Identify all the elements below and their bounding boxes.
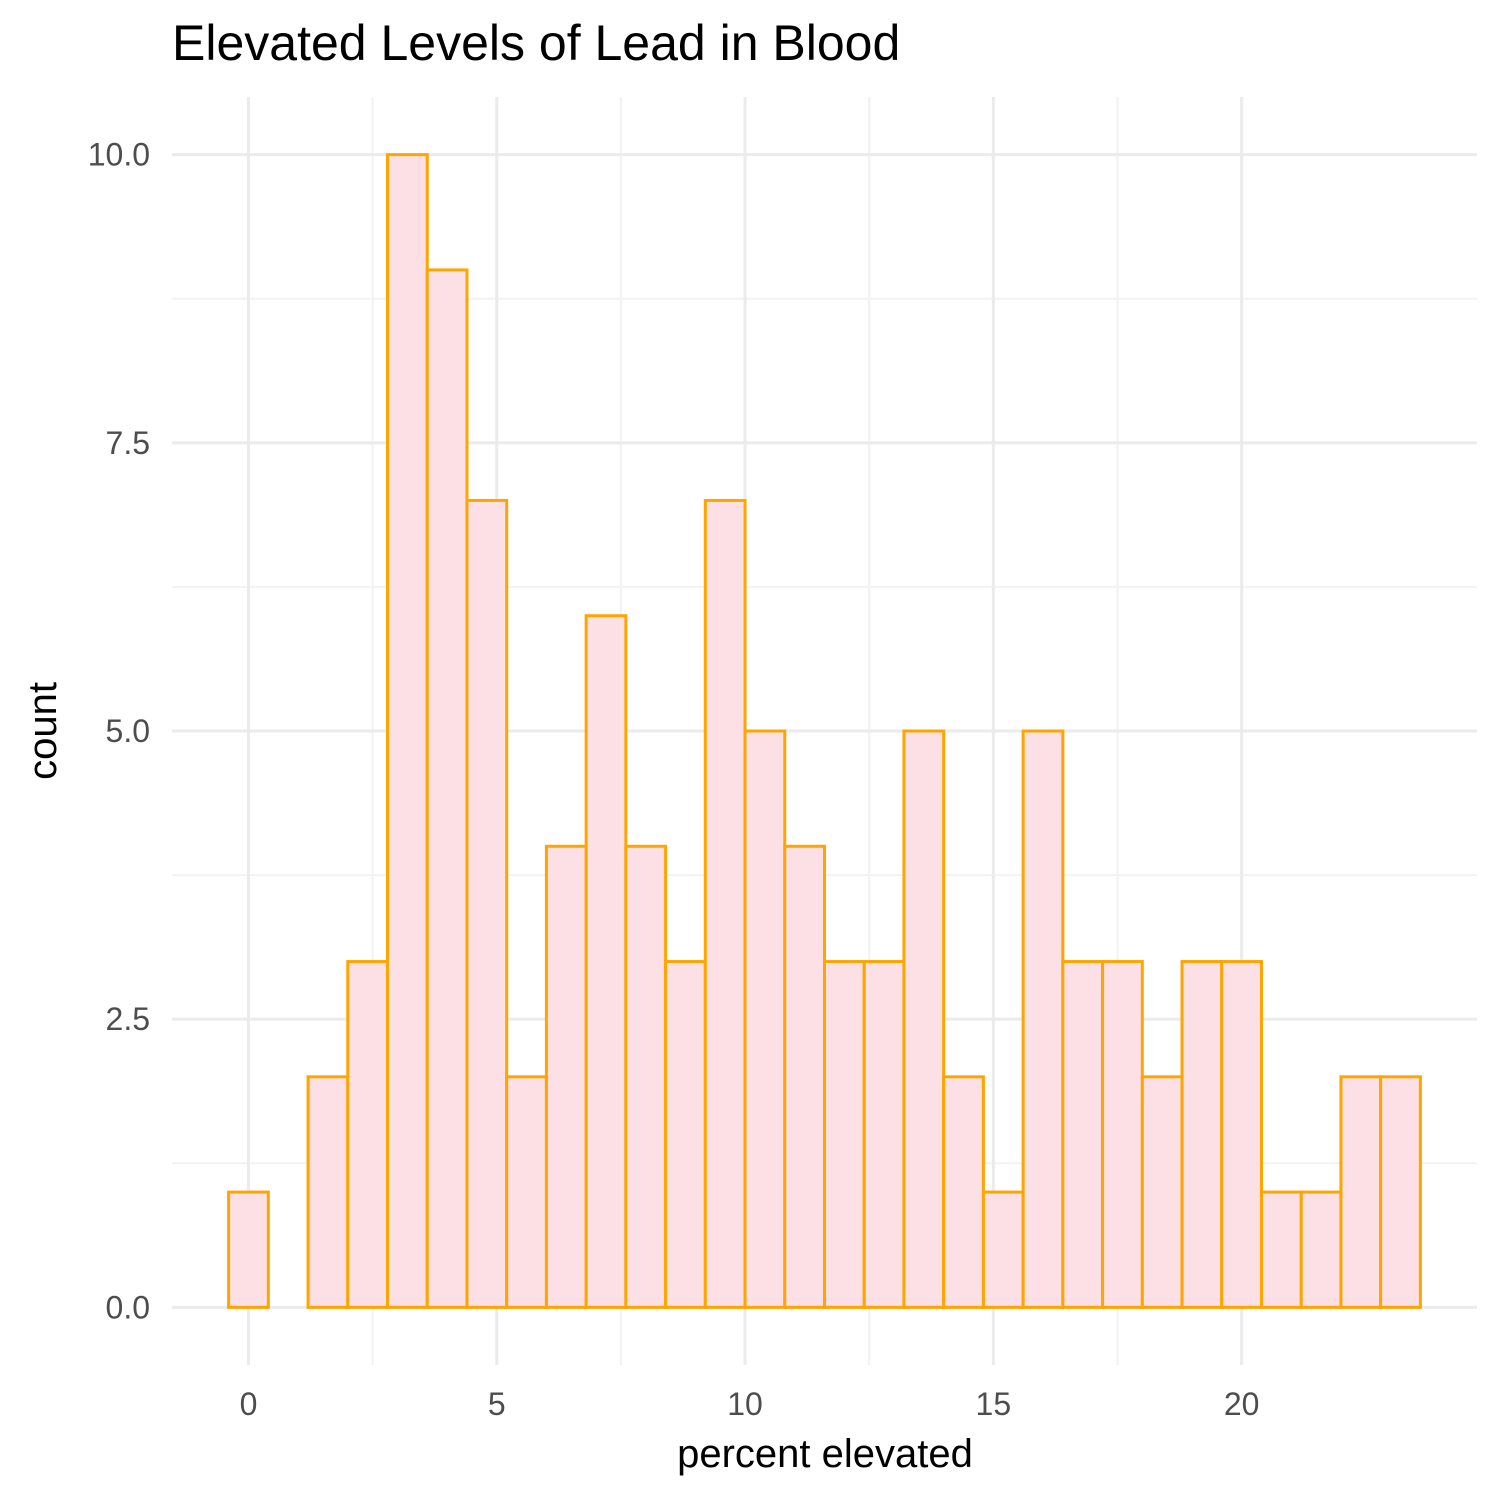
histogram-bar bbox=[544, 844, 588, 1309]
x-tick-label: 10 bbox=[727, 1386, 763, 1422]
histogram-bar bbox=[902, 729, 946, 1309]
x-axis-title: percent elevated bbox=[677, 1432, 973, 1476]
histogram-bar bbox=[942, 1075, 985, 1309]
histogram-bar bbox=[1140, 1075, 1184, 1309]
histogram-bar bbox=[1101, 960, 1144, 1309]
histogram-bar bbox=[664, 960, 707, 1309]
histogram-bar bbox=[862, 960, 906, 1309]
histogram-bar bbox=[1061, 960, 1105, 1309]
histogram-bar bbox=[584, 614, 628, 1309]
histogram-bar bbox=[465, 498, 509, 1309]
histogram-bar bbox=[346, 960, 390, 1309]
y-tick-label: 0.0 bbox=[106, 1289, 150, 1325]
histogram-bar bbox=[783, 844, 827, 1309]
histogram-bar bbox=[703, 498, 747, 1309]
chart-title: Elevated Levels of Lead in Blood bbox=[172, 15, 901, 71]
x-tick-label: 5 bbox=[488, 1386, 506, 1422]
y-tick-label: 2.5 bbox=[106, 1001, 150, 1037]
histogram-bar bbox=[1299, 1190, 1343, 1309]
histogram-bar bbox=[227, 1190, 270, 1309]
histogram-bar bbox=[425, 268, 469, 1309]
x-tick-label: 0 bbox=[240, 1386, 258, 1422]
histogram-bar bbox=[1339, 1075, 1383, 1309]
ticks-layer: 0 5 10 15 20 0.0 2.5 5.0 7.5 10.0 bbox=[88, 137, 1260, 1422]
y-tick-label: 7.5 bbox=[106, 425, 150, 461]
histogram-bar bbox=[624, 844, 668, 1309]
y-tick-label: 5.0 bbox=[106, 713, 150, 749]
histogram-bar bbox=[505, 1075, 548, 1309]
histogram-bar bbox=[1180, 960, 1224, 1309]
y-axis-title: count bbox=[21, 682, 65, 780]
histogram-bar bbox=[386, 153, 429, 1309]
histogram-bar bbox=[823, 960, 866, 1309]
histogram-bar bbox=[1021, 729, 1065, 1309]
y-tick-label: 10.0 bbox=[88, 137, 150, 173]
histogram-bar bbox=[981, 1190, 1025, 1309]
histogram-bar bbox=[743, 729, 787, 1309]
histogram-bar bbox=[1259, 1190, 1303, 1309]
histogram-bar bbox=[1220, 960, 1263, 1309]
x-tick-label: 15 bbox=[976, 1386, 1012, 1422]
histogram-bar bbox=[306, 1075, 350, 1309]
bars-layer bbox=[227, 153, 1422, 1309]
x-tick-label: 20 bbox=[1224, 1386, 1260, 1422]
histogram-bar bbox=[1379, 1075, 1422, 1309]
